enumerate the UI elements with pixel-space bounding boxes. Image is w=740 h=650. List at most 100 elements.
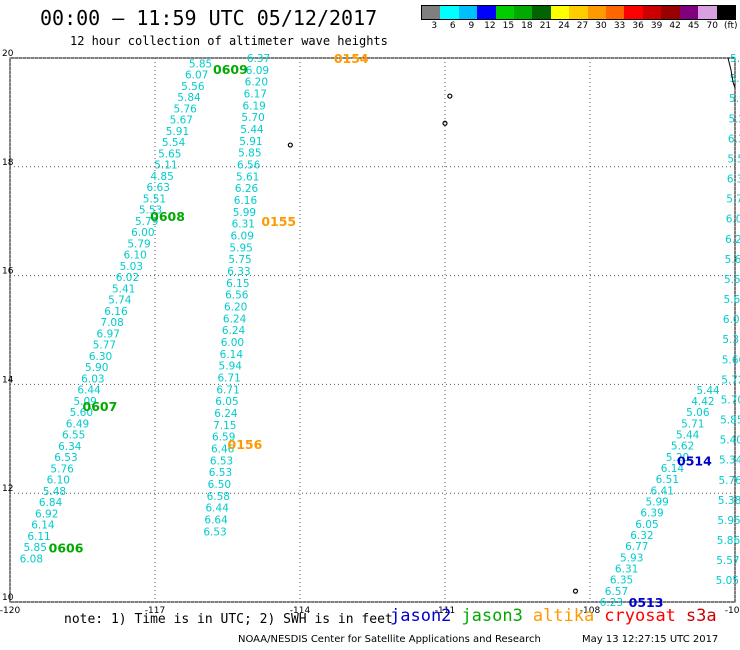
pass-time-label: 0156	[228, 437, 263, 452]
wave-height-point: 5.85	[189, 58, 212, 70]
wave-height-point: 5.79	[127, 238, 150, 250]
wave-height-point: 6.53	[203, 526, 226, 538]
wave-height-point: 6.32	[630, 530, 653, 542]
colorbar-swatch	[532, 6, 551, 19]
wave-height-point: 5.67	[725, 254, 740, 266]
colorbar-label: 39	[650, 21, 663, 31]
wave-height-point: 5.70	[721, 394, 740, 406]
wave-height-point: 6.39	[640, 508, 663, 520]
wave-height-point: 6.44	[77, 385, 101, 397]
wave-height-point: 6.56	[225, 290, 249, 302]
wave-height-point: 6.14	[661, 463, 685, 475]
wave-height-point: 4.42	[691, 396, 714, 408]
satellite-legend: jason2 jason3 altika cryosat s3a	[390, 606, 727, 626]
wave-height-point: 6.64	[204, 514, 228, 526]
wave-height-point: 5.91	[166, 126, 189, 138]
wave-height-point: 5.85	[24, 542, 47, 554]
wave-height-point: 6.02	[116, 272, 139, 284]
wave-height-point: 6.37	[247, 53, 270, 65]
colorbar-label: 27	[576, 21, 589, 31]
colorbar-label: 42	[669, 21, 681, 31]
wave-height-point: 6.41	[651, 485, 674, 497]
colorbar-swatch	[422, 6, 441, 19]
wave-height-point: 5.60	[70, 407, 93, 419]
wave-height-point: 5.95	[717, 515, 740, 527]
colorbar-label: 33	[613, 21, 626, 31]
map-subtitle: 12 hour collection of altimeter wave hei…	[70, 34, 388, 48]
wave-height-point: 6.53	[210, 455, 233, 467]
wave-height-point: 5.85	[238, 148, 261, 160]
colorbar-swatch	[587, 6, 607, 19]
legend-jason3: jason3	[461, 606, 523, 626]
wave-height-point: 5.38	[718, 495, 740, 507]
wave-height-point: 6.33	[227, 266, 250, 278]
wave-height-point: 5.76	[173, 103, 197, 115]
x-tick-label: -117	[145, 606, 165, 616]
wave-height-point: 6.24	[214, 408, 238, 420]
wave-height-point: 5.53	[139, 205, 162, 217]
wave-height-point: 6.50	[208, 479, 231, 491]
wave-height-point: 5.44	[240, 124, 264, 136]
wave-height-point: 5.52	[724, 274, 740, 286]
wave-height-point: 5.67	[170, 115, 193, 127]
wave-height-point: 5.41	[112, 283, 135, 295]
colorbar	[421, 5, 736, 20]
colorbar-swatch	[514, 6, 533, 19]
pass-time-label: 0514	[677, 454, 712, 469]
wave-height-point: 5.93	[620, 552, 643, 564]
wave-height-point: 6.35	[610, 575, 633, 587]
wave-height-point: 6.19	[242, 100, 265, 112]
island-marker	[447, 93, 453, 99]
colorbar-swatch	[716, 6, 735, 19]
x-tick-label: -114	[290, 606, 311, 616]
note-text: note: 1) Time is in UTC; 2) SWH is in fe…	[64, 612, 393, 627]
island-marker	[572, 588, 579, 594]
wave-height-point: 6.31	[615, 564, 638, 576]
wave-height-point: 5.76	[718, 475, 740, 487]
wave-height-point: 5.18	[730, 53, 740, 65]
footer-credit: NOAA/NESDIS Center for Satellite Applica…	[238, 634, 541, 645]
map-title: 00:00 – 11:59 UTC 05/12/2017	[40, 6, 378, 30]
wave-height-point: 6.20	[245, 77, 268, 89]
pass-time-label: 0607	[83, 399, 118, 414]
wave-height-point: 6.49	[66, 418, 89, 430]
wave-height-point: 5.06	[686, 407, 710, 419]
colorbar-swatch	[440, 6, 459, 19]
wave-height-point: 5.85	[720, 415, 740, 427]
wave-height-point: 5.44	[676, 430, 700, 442]
colorbar-label: 30	[595, 21, 607, 31]
wave-height-point: 5.71	[681, 418, 704, 430]
wave-height-point: 6.11	[27, 531, 50, 543]
colorbar-label: 36	[632, 21, 644, 31]
wave-height-point: 6.58	[207, 491, 230, 503]
wave-height-point: 4.85	[150, 171, 173, 183]
wave-height-point: 5.37	[722, 334, 740, 346]
wave-height-point: 6.20	[224, 301, 247, 313]
wave-height-point: 6.00	[221, 337, 244, 349]
wave-height-point: 7.15	[213, 420, 236, 432]
y-tick-label: 10	[2, 593, 14, 603]
colorbar-swatch	[495, 6, 515, 19]
wave-height-point: 6.57	[605, 586, 628, 598]
wave-height-point: 5.34	[719, 455, 740, 467]
wave-height-point: 6.56	[237, 159, 261, 171]
wave-height-point: 5.44	[696, 385, 720, 397]
wave-height-point: 5.09	[73, 396, 96, 408]
pass-time-label: 0608	[150, 209, 185, 224]
wave-height-point: 6.10	[123, 250, 146, 262]
wave-height-point: 5.86	[717, 535, 740, 547]
colorbar-label: 24	[558, 21, 570, 31]
wave-height-point: 5.57	[716, 555, 739, 567]
wave-height-point: 5.77	[730, 73, 740, 85]
colorbar-label: 6	[449, 21, 456, 31]
colorbar-swatch	[606, 6, 625, 19]
y-tick-label: 20	[2, 49, 14, 59]
wave-height-point: 6.07	[185, 70, 208, 82]
wave-height-point: 6.09	[231, 230, 254, 242]
legend-cryosat: cryosat	[604, 606, 676, 626]
colorbar-label: 3	[431, 21, 438, 31]
wave-height-point: 6.34	[58, 441, 82, 453]
colorbar-swatch	[642, 6, 662, 19]
wave-height-point: 6.31	[232, 219, 255, 231]
